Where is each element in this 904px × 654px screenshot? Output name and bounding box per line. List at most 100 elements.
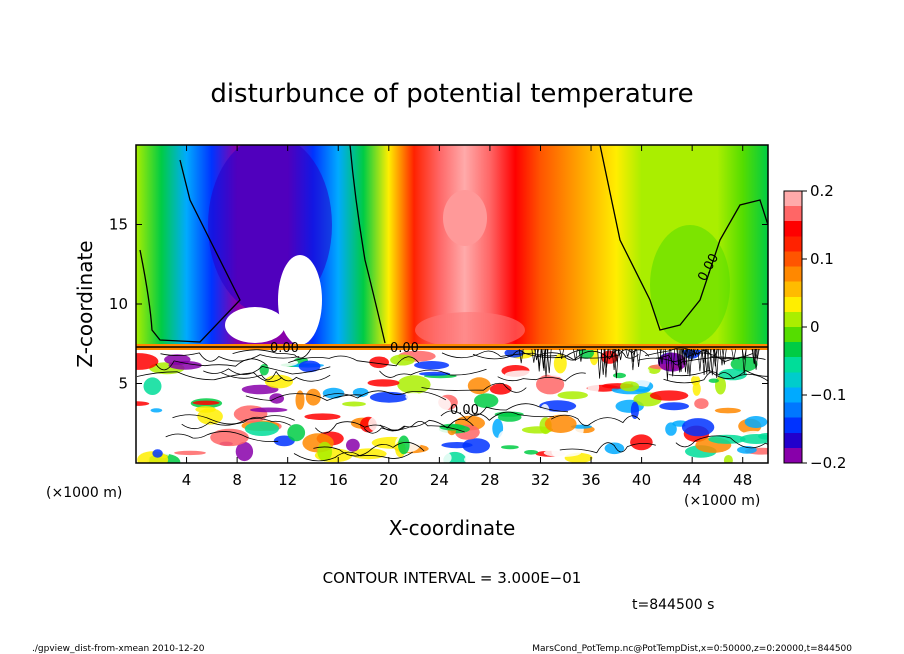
turbulence-blob bbox=[681, 418, 715, 437]
contour-spike bbox=[685, 348, 691, 375]
turbulence-blob bbox=[418, 371, 451, 376]
contour-line bbox=[663, 371, 768, 384]
x-unit-left: (×1000 m) bbox=[46, 485, 122, 501]
turbulence-blob bbox=[390, 354, 415, 366]
turbulence-blob bbox=[690, 375, 701, 386]
turbulence-blob bbox=[143, 377, 162, 396]
contour-spike bbox=[687, 348, 693, 377]
turbulence-blob bbox=[411, 394, 452, 415]
x-tick-label: 16 bbox=[329, 471, 348, 489]
turbulence-blob bbox=[295, 390, 305, 410]
turbulence-blob bbox=[758, 433, 768, 440]
contour-spike bbox=[578, 348, 584, 362]
turbulence-blob bbox=[235, 441, 254, 462]
turbulence-blob bbox=[544, 414, 577, 433]
turbulence-blob bbox=[202, 380, 242, 394]
turbulence-blob bbox=[287, 424, 306, 442]
turbulence-blob bbox=[264, 358, 299, 367]
turbulence-blob bbox=[467, 377, 491, 395]
contour-spike bbox=[693, 348, 698, 357]
turbulence-blob bbox=[441, 442, 473, 449]
lower-turbulence bbox=[136, 344, 768, 463]
contour-label-2: 0.00 bbox=[390, 341, 419, 356]
zero-contour-mid bbox=[349, 145, 386, 344]
turbulence-blob bbox=[210, 428, 249, 447]
turbulence-blob bbox=[540, 404, 550, 417]
y-axis-ticks: 5 10 15 bbox=[109, 216, 768, 393]
contour-line bbox=[421, 382, 527, 393]
contour-spike bbox=[714, 348, 720, 379]
turbulence-blob bbox=[269, 393, 285, 404]
y-tick-label: 15 bbox=[109, 216, 128, 234]
contour-line bbox=[293, 451, 413, 462]
contour-line bbox=[440, 410, 555, 421]
turbulence-blob bbox=[613, 372, 626, 379]
turbulence-blob bbox=[195, 406, 216, 413]
turbulence-blob bbox=[659, 402, 689, 411]
turbulence-blob bbox=[630, 401, 640, 419]
contour-line bbox=[165, 431, 279, 443]
turbulence-blob bbox=[636, 419, 654, 436]
turbulence-blob bbox=[639, 367, 650, 376]
contour-line bbox=[363, 420, 465, 434]
cold-core-inner bbox=[278, 255, 322, 345]
turbulence-blob bbox=[620, 381, 640, 392]
lower-contours bbox=[136, 347, 768, 462]
turbulence-blob bbox=[521, 426, 554, 434]
contour-interval: CONTOUR INTERVAL = 3.000E−01 bbox=[323, 569, 582, 587]
x-axis-label: X-coordinate bbox=[389, 516, 516, 540]
turbulence-blob bbox=[174, 450, 206, 456]
contour-spike bbox=[536, 348, 542, 367]
contour-line bbox=[472, 349, 586, 360]
x-tick-label: 20 bbox=[379, 471, 398, 489]
turbulence-blob bbox=[536, 374, 565, 395]
turbulence-blob bbox=[587, 379, 600, 395]
turbulence-blob bbox=[708, 378, 719, 383]
turbulence-blob bbox=[192, 400, 220, 405]
plot-field bbox=[136, 145, 768, 463]
contour-spike bbox=[741, 348, 747, 360]
turbulence-blob bbox=[718, 368, 747, 381]
turbulence-blob bbox=[136, 353, 159, 370]
contour-line bbox=[288, 355, 420, 367]
turbulence-blob bbox=[665, 422, 677, 436]
contour-line bbox=[537, 349, 639, 361]
turbulence-blob bbox=[524, 450, 539, 455]
x-tick-label: 36 bbox=[581, 471, 600, 489]
turbulence-blob bbox=[630, 434, 653, 451]
x-tick-label: 40 bbox=[632, 471, 651, 489]
contour-spike bbox=[721, 348, 727, 365]
turbulence-blob bbox=[414, 361, 450, 370]
contour-spike bbox=[546, 348, 552, 374]
turbulence-blob bbox=[322, 387, 345, 399]
contour-line bbox=[172, 414, 295, 425]
contour-spike bbox=[614, 348, 619, 379]
contour-spike bbox=[689, 348, 695, 362]
contour-spike bbox=[670, 348, 676, 377]
contour-spike bbox=[518, 348, 524, 364]
contour-spike bbox=[719, 348, 725, 366]
contour-spike bbox=[704, 348, 710, 375]
turbulence-blob bbox=[305, 388, 321, 406]
colorbar-ticks: 0.2 0.1 0 −0.1 −0.2 bbox=[802, 182, 846, 472]
contour-line bbox=[232, 348, 312, 359]
turbulence-blob bbox=[474, 393, 499, 409]
contour-line bbox=[314, 421, 406, 434]
zero-contour-left bbox=[139, 159, 241, 343]
turbulence-blob bbox=[259, 364, 269, 376]
footer-right: MarsCond_PotTemp.nc@PotTempDist,x=0:5000… bbox=[532, 644, 852, 654]
contour-spike bbox=[751, 348, 757, 364]
turbulence-blob bbox=[369, 356, 389, 369]
contour-spike bbox=[618, 348, 623, 361]
x-tick-label: 48 bbox=[733, 471, 752, 489]
x-tick-label: 28 bbox=[480, 471, 499, 489]
turbulence-blob bbox=[317, 441, 333, 462]
contour-spike bbox=[625, 348, 631, 357]
turbulence-blob bbox=[504, 370, 541, 380]
turbulence-blob bbox=[249, 407, 288, 413]
contour-spike bbox=[611, 348, 617, 371]
turbulence-blob bbox=[744, 416, 768, 428]
contour-spike bbox=[630, 348, 636, 362]
x-axis-ticks: 4 8 12 16 20 24 28 32 36 40 44 48 bbox=[182, 145, 752, 489]
